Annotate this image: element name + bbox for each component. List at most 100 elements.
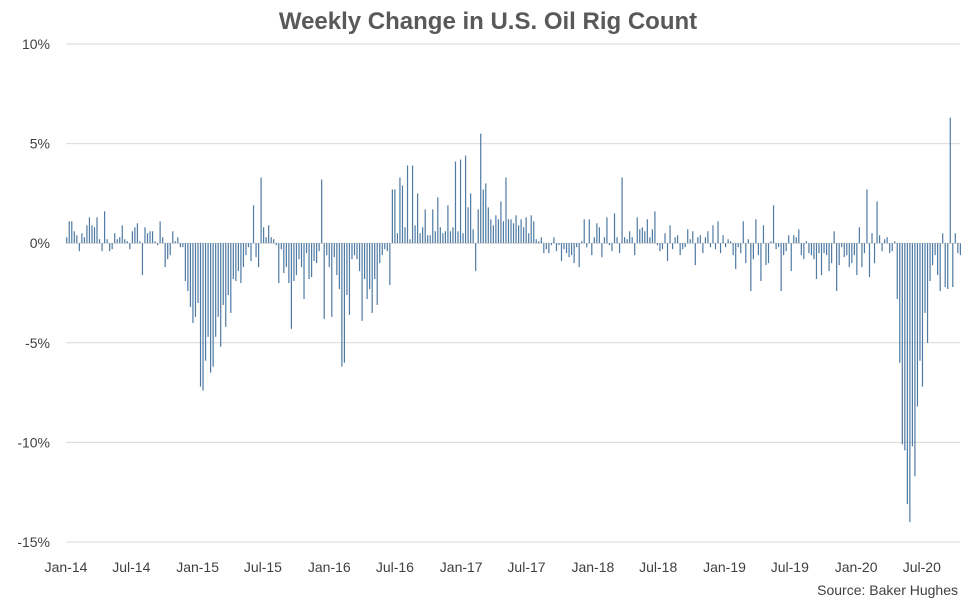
- bar: [666, 243, 669, 262]
- bar: [550, 243, 553, 246]
- bar: [424, 209, 426, 244]
- bar: [396, 233, 399, 244]
- bar: [159, 221, 161, 244]
- bar: [848, 243, 850, 268]
- bar: [177, 237, 179, 244]
- bar: [737, 243, 739, 248]
- bar: [553, 237, 555, 244]
- bar: [217, 243, 219, 317]
- bar: [146, 233, 149, 244]
- x-tick-label: Jul-14: [112, 559, 150, 575]
- bar: [202, 243, 204, 391]
- bar: [704, 237, 706, 244]
- bar: [689, 239, 691, 244]
- bar: [603, 237, 606, 244]
- bar: [298, 243, 300, 260]
- bar: [886, 237, 888, 244]
- bar: [520, 219, 522, 244]
- bar: [285, 243, 287, 268]
- bar: [111, 243, 113, 250]
- bar: [432, 209, 434, 244]
- bar: [780, 243, 782, 292]
- bar: [712, 225, 714, 244]
- bar: [404, 227, 406, 244]
- bar: [752, 243, 754, 260]
- bar: [921, 243, 924, 387]
- bar: [533, 221, 535, 244]
- bar: [937, 243, 939, 276]
- y-tick-label: 5%: [30, 136, 50, 152]
- bar: [767, 243, 770, 264]
- bar: [664, 233, 666, 244]
- bar: [558, 243, 560, 246]
- bar: [596, 223, 598, 244]
- bar: [497, 219, 499, 244]
- bar: [318, 243, 320, 252]
- bar: [906, 243, 908, 505]
- bar: [863, 243, 866, 254]
- bar: [904, 243, 906, 451]
- bar: [384, 243, 386, 250]
- bar: [71, 221, 73, 244]
- bar: [694, 243, 696, 266]
- bar: [366, 243, 368, 299]
- bar: [96, 217, 98, 244]
- bar: [942, 233, 944, 244]
- bar: [838, 243, 840, 266]
- bar: [800, 243, 802, 256]
- bar: [671, 243, 674, 250]
- bar: [207, 243, 209, 337]
- bar: [341, 243, 343, 367]
- bar: [523, 227, 525, 244]
- bar: [179, 243, 181, 248]
- bar: [288, 243, 290, 284]
- bar: [548, 243, 550, 254]
- bar: [624, 237, 626, 244]
- bar: [88, 217, 91, 244]
- bar: [358, 243, 361, 272]
- bar: [926, 243, 929, 343]
- bar: [538, 241, 540, 244]
- bar: [783, 243, 785, 256]
- bar: [447, 205, 449, 244]
- bar: [581, 241, 583, 244]
- bar: [174, 241, 176, 244]
- bar: [449, 231, 452, 244]
- bar: [93, 227, 96, 244]
- bar: [856, 243, 858, 276]
- x-tick-label: Jan-20: [835, 559, 878, 575]
- bar: [878, 235, 881, 244]
- bar: [389, 243, 391, 286]
- bar: [924, 243, 926, 313]
- bar: [815, 243, 818, 280]
- bar: [169, 243, 171, 256]
- bar: [134, 227, 136, 244]
- bar: [697, 237, 699, 244]
- bar: [417, 193, 419, 244]
- bar: [947, 243, 949, 290]
- bar: [591, 243, 593, 256]
- bar: [429, 235, 431, 244]
- bar: [757, 243, 760, 256]
- y-tick-label: -5%: [25, 335, 50, 351]
- bar: [636, 217, 638, 244]
- bar: [873, 243, 876, 264]
- bar: [381, 243, 383, 256]
- bar: [295, 243, 298, 276]
- bar: [131, 231, 133, 244]
- bar: [916, 243, 919, 407]
- bar: [305, 243, 308, 254]
- bar: [492, 225, 494, 244]
- bar: [427, 235, 429, 244]
- bar: [326, 243, 328, 256]
- bar: [346, 243, 348, 295]
- bar: [959, 243, 961, 256]
- bar: [565, 243, 568, 254]
- bar: [230, 243, 232, 313]
- bar: [414, 225, 416, 244]
- bar: [91, 225, 93, 244]
- bar: [103, 211, 106, 244]
- bar: [336, 243, 338, 276]
- bar: [187, 243, 189, 292]
